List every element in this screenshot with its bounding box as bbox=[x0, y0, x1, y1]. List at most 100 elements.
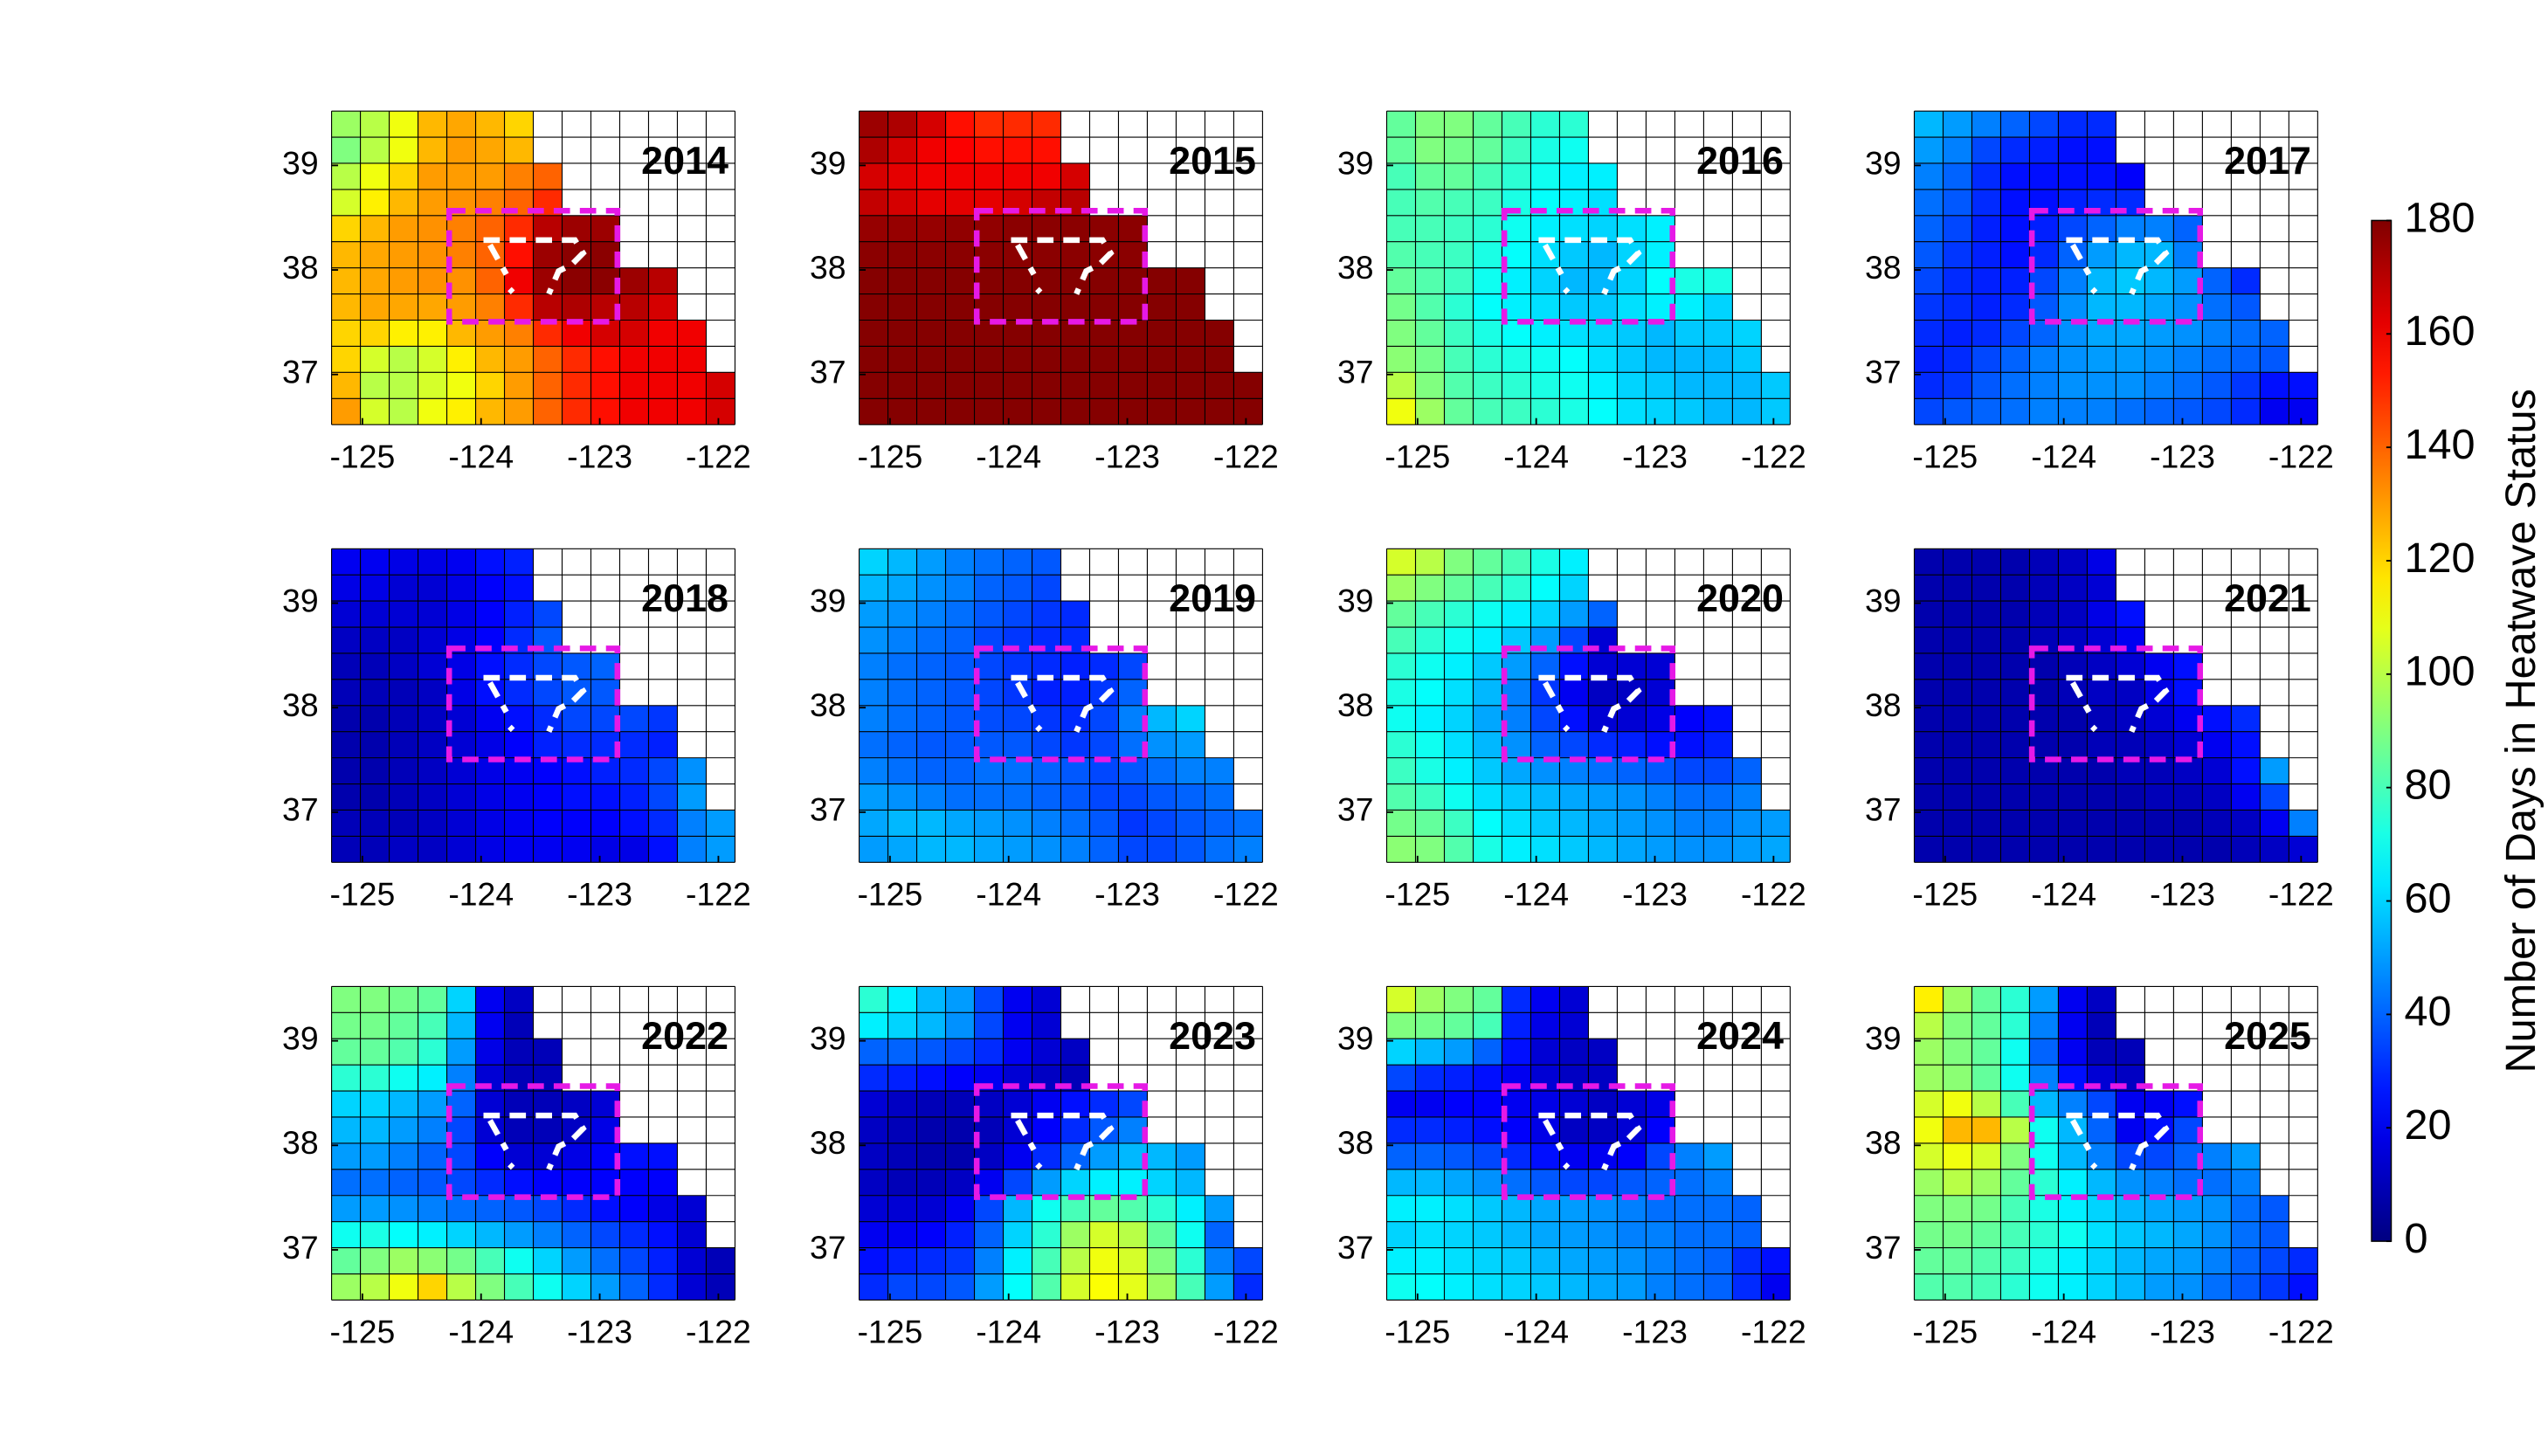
cell bbox=[1118, 810, 1148, 837]
cell bbox=[1502, 601, 1531, 628]
cell bbox=[360, 1273, 390, 1301]
cell bbox=[916, 1247, 946, 1274]
cell bbox=[2000, 215, 2030, 242]
cell bbox=[1971, 189, 2001, 216]
cell bbox=[1502, 1221, 1531, 1248]
cell bbox=[2202, 783, 2232, 811]
cell bbox=[648, 1169, 678, 1196]
cell bbox=[1530, 267, 1560, 294]
cell bbox=[389, 652, 418, 680]
cell bbox=[916, 1142, 946, 1170]
cell bbox=[446, 398, 476, 425]
cell bbox=[2173, 1273, 2203, 1301]
cell bbox=[1971, 1039, 2001, 1066]
cell bbox=[1205, 346, 1234, 373]
cell bbox=[1003, 293, 1032, 321]
cell bbox=[1914, 241, 1944, 268]
cell bbox=[2058, 731, 2088, 758]
cell bbox=[1205, 810, 1234, 837]
cell bbox=[2000, 652, 2030, 680]
cell bbox=[331, 627, 361, 653]
cell bbox=[504, 346, 534, 373]
coastline bbox=[483, 674, 587, 733]
cell bbox=[916, 731, 946, 758]
cell bbox=[1502, 1273, 1531, 1301]
cell bbox=[2000, 627, 2030, 653]
cell bbox=[2029, 575, 2059, 602]
cell bbox=[418, 1065, 447, 1092]
cell bbox=[1473, 162, 1502, 190]
cell bbox=[887, 652, 917, 680]
cell bbox=[1971, 731, 2001, 758]
cell bbox=[360, 549, 390, 576]
cell bbox=[2289, 810, 2318, 837]
cell bbox=[859, 1169, 888, 1196]
cell bbox=[916, 549, 946, 576]
cell bbox=[1444, 137, 1474, 163]
cell bbox=[1559, 679, 1589, 706]
coastline bbox=[2066, 1112, 2170, 1171]
cell bbox=[475, 1012, 505, 1039]
cell bbox=[446, 162, 476, 190]
cell bbox=[360, 137, 390, 163]
cell bbox=[2000, 549, 2030, 576]
cell bbox=[887, 1247, 917, 1274]
cell bbox=[887, 267, 917, 294]
y-tick-label: 39 bbox=[282, 144, 319, 181]
cell bbox=[887, 372, 917, 399]
cell bbox=[2058, 1142, 2088, 1170]
cell bbox=[1386, 267, 1416, 294]
cell bbox=[2029, 601, 2059, 628]
cell bbox=[1943, 549, 1972, 576]
cell bbox=[1444, 1247, 1474, 1274]
cell bbox=[1703, 1169, 1733, 1196]
cell bbox=[590, 836, 620, 863]
cell bbox=[1386, 1169, 1416, 1196]
cell bbox=[1386, 575, 1416, 602]
cell bbox=[1415, 757, 1445, 784]
cell bbox=[389, 679, 418, 706]
cell bbox=[945, 627, 975, 653]
cell bbox=[1530, 1142, 1560, 1170]
cell bbox=[360, 1065, 390, 1092]
cell bbox=[859, 398, 888, 425]
cell bbox=[1176, 810, 1205, 837]
cell bbox=[916, 111, 946, 138]
cell bbox=[1914, 372, 1944, 399]
cell bbox=[360, 189, 390, 216]
cell bbox=[446, 1039, 476, 1066]
cell bbox=[1502, 111, 1531, 138]
coastline bbox=[483, 237, 587, 295]
cell bbox=[1943, 1116, 1972, 1143]
cell bbox=[1914, 215, 1944, 242]
y-tick-label: 37 bbox=[1865, 354, 1902, 390]
cell bbox=[389, 757, 418, 784]
cell bbox=[475, 549, 505, 576]
cell bbox=[2058, 1221, 2088, 1248]
coastline bbox=[1538, 237, 1642, 295]
y-tick-label: 38 bbox=[810, 249, 846, 286]
cell bbox=[1003, 346, 1032, 373]
cell bbox=[389, 189, 418, 216]
cell bbox=[1060, 241, 1090, 268]
cell bbox=[1914, 601, 1944, 628]
cell bbox=[1003, 1221, 1032, 1248]
cell bbox=[2058, 111, 2088, 138]
cell bbox=[1415, 162, 1445, 190]
cell bbox=[1415, 346, 1445, 373]
cell bbox=[1530, 1273, 1560, 1301]
cell bbox=[1089, 1273, 1119, 1301]
cell bbox=[1147, 783, 1177, 811]
cell bbox=[2144, 836, 2174, 863]
cell bbox=[1003, 1273, 1032, 1301]
cell bbox=[945, 1116, 975, 1143]
cell bbox=[1617, 346, 1647, 373]
cell bbox=[916, 627, 946, 653]
cell bbox=[677, 1273, 707, 1301]
cell bbox=[1530, 1221, 1560, 1248]
y-tick-label: 37 bbox=[1337, 791, 1374, 828]
cell bbox=[2087, 346, 2116, 373]
y-tick-label: 39 bbox=[1337, 582, 1374, 618]
cell bbox=[859, 1221, 888, 1248]
cell bbox=[1444, 783, 1474, 811]
